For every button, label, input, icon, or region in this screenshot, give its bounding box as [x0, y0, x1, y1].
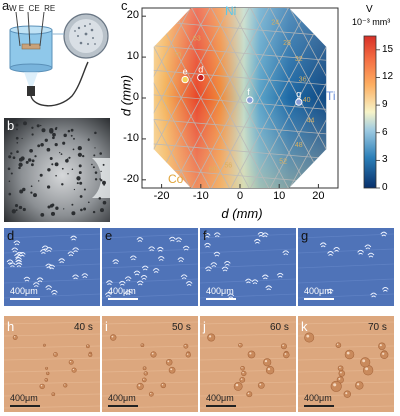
- panel-f: f 400μm: [200, 228, 296, 306]
- y-tick-label: 20: [126, 9, 139, 22]
- colorbar-tick-label: 0: [382, 182, 388, 193]
- grid-line: [204, 8, 315, 188]
- panel-a-label: a: [2, 0, 10, 13]
- bubble-photo: [4, 118, 110, 222]
- colorbar-unit: 10⁻³ mm³: [352, 17, 391, 27]
- y-tick-label: -10: [123, 131, 139, 144]
- composition-label: 32: [295, 56, 303, 63]
- panel-b: b: [4, 118, 110, 222]
- grid-line: [153, 8, 237, 188]
- map-label-ti: Ti: [326, 89, 336, 103]
- scale-i: 400μm: [108, 393, 136, 403]
- grid-line: [263, 8, 327, 188]
- panel-f-label: f: [203, 228, 207, 243]
- grid-line: [153, 68, 327, 87]
- x-tick-label: -20: [153, 190, 170, 202]
- map-label-ni: Ni: [225, 4, 237, 18]
- panel-i: i 50 s 400μm: [102, 316, 198, 412]
- time-k: 70 s: [368, 322, 387, 333]
- x-tick-label: 10: [273, 190, 286, 202]
- composition-label: 60: [209, 167, 217, 174]
- time-j: 60 s: [270, 322, 289, 333]
- colorbar-tick-label: 9: [382, 99, 388, 111]
- grid-line: [153, 118, 327, 136]
- x-tick-label: 20: [312, 190, 325, 202]
- panel-i-label: i: [105, 319, 108, 334]
- panel-a: a W E CE RE: [0, 0, 110, 115]
- panel-d: d 400μm: [4, 228, 100, 306]
- composition-label: 44: [307, 118, 315, 125]
- x-tick-label: 0: [236, 190, 244, 202]
- grid-line: [153, 8, 198, 188]
- grid-line: [282, 8, 327, 188]
- panel-d-label: d: [7, 228, 15, 243]
- panel-j: j 60 s 400μm: [200, 316, 296, 412]
- panel-c-label: c: [121, 0, 128, 13]
- panel-k: k 70 s 400μm: [298, 316, 394, 412]
- grid-line: [282, 8, 327, 188]
- colorbar: [363, 35, 377, 189]
- map-label-co: Co: [168, 172, 184, 186]
- panel-k-label: k: [301, 319, 308, 334]
- composition-label: 52: [279, 158, 287, 165]
- scale-j: 400μm: [206, 393, 234, 403]
- panel-g-label: g: [301, 228, 309, 243]
- scale-h: 400μm: [10, 393, 38, 403]
- point-e: [181, 75, 189, 84]
- panel-e: e 400μm: [102, 228, 198, 306]
- panel-h-label: h: [7, 319, 15, 334]
- y-tick-label: 0: [132, 91, 139, 103]
- grid-line: [243, 8, 327, 188]
- colorbar-tick-label: 15: [382, 43, 394, 55]
- y-tick-label: 10: [126, 50, 139, 63]
- grid-line: [153, 93, 327, 111]
- time-i: 50 s: [172, 322, 191, 333]
- composition-label: 40: [303, 97, 311, 104]
- grid-line: [153, 142, 327, 160]
- x-axis-label: d (mm): [221, 206, 263, 221]
- colorbar-tick-label: 6: [382, 126, 388, 138]
- scale-k: 400μm: [304, 393, 332, 403]
- x-tick-label: -10: [192, 190, 209, 202]
- panel-h: h 40 s 400μm: [4, 316, 100, 412]
- colorbar-title: V: [366, 4, 373, 15]
- grid-line: [153, 44, 327, 62]
- point-g: [295, 98, 303, 106]
- composition-label: 48: [295, 142, 303, 149]
- composition-map: e d f g 24 28 32 36 40 44 48 52 56 60 63 70: [141, 7, 380, 189]
- composition-label: 28: [283, 40, 291, 47]
- setup-schematic: [9, 11, 109, 107]
- panel-b-label: b: [7, 118, 15, 133]
- y-tick-label: -20: [123, 172, 139, 185]
- panel-e-label: e: [105, 228, 113, 243]
- point-f: [246, 96, 254, 104]
- colorbar-tick-label: 12: [382, 71, 394, 83]
- point-label-f: f: [247, 87, 250, 97]
- panel-g: g 400μm: [298, 228, 394, 306]
- scale-f: 400μm: [206, 286, 234, 296]
- composition-label: 24: [271, 19, 279, 26]
- point-label-g: g: [296, 89, 301, 99]
- grid-line: [184, 8, 296, 188]
- composition-label: 56: [224, 163, 232, 170]
- point-d: [197, 73, 205, 82]
- electrode-labels: W E CE RE: [9, 4, 56, 13]
- colorbar-tick-label: 3: [382, 154, 388, 166]
- point-label-e: e: [183, 67, 188, 77]
- composition-label: 36: [299, 77, 307, 84]
- grid-line: [153, 8, 198, 188]
- scale-d: 400μm: [10, 286, 38, 296]
- time-h: 40 s: [74, 322, 93, 333]
- grid-line: [153, 8, 217, 188]
- point-label-d: d: [198, 65, 203, 75]
- composition-label: 70: [173, 52, 181, 59]
- panel-j-label: j: [203, 319, 206, 334]
- scale-e: 400μm: [108, 286, 136, 296]
- scale-g: 400μm: [304, 286, 332, 296]
- panel-c: c: [112, 0, 400, 228]
- composition-label: 63: [193, 36, 201, 43]
